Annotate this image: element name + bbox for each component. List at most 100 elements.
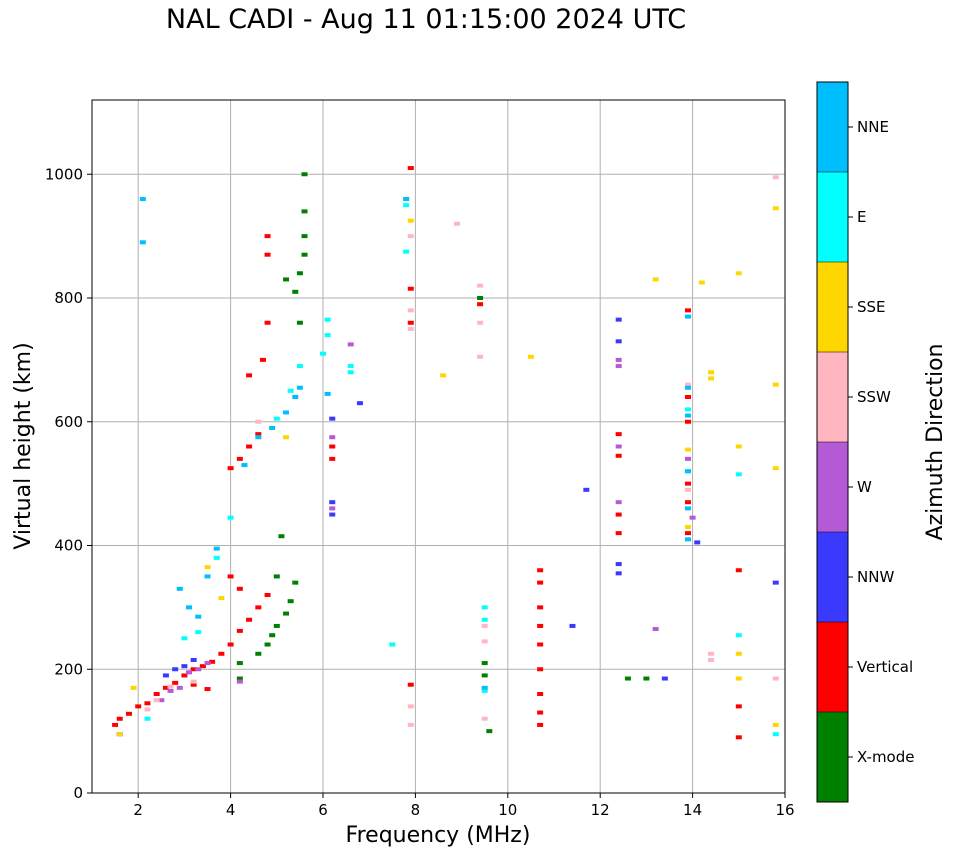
colorbar-segment: [817, 352, 848, 442]
x-tick-label: 16: [775, 801, 794, 819]
data-point-w: [158, 698, 165, 703]
x-tick-label: 10: [498, 801, 517, 819]
data-point-x-mode: [287, 599, 294, 604]
data-point-sse: [652, 277, 659, 282]
data-point-nne: [684, 385, 691, 390]
colorbar-frame: [816, 81, 849, 803]
colorbar-segment: [817, 622, 848, 712]
data-point-sse: [735, 676, 742, 681]
colorbar-segment: [817, 532, 848, 622]
data-point-w: [176, 685, 183, 690]
data-point-e: [389, 642, 396, 647]
data-point-x-mode: [264, 642, 271, 647]
data-point-vertical: [116, 716, 123, 721]
data-point-vertical: [259, 357, 266, 362]
data-point-vertical: [537, 623, 544, 628]
data-point-vertical: [125, 711, 132, 716]
data-point-nne: [684, 506, 691, 511]
colorbar-tick-label: NNE: [857, 118, 889, 136]
data-point-vertical: [537, 580, 544, 585]
data-point-nne: [213, 546, 220, 551]
chart-title: NAL CADI - Aug 11 01:15:00 2024 UTC: [165, 4, 687, 35]
data-point-nnw: [329, 500, 336, 505]
plot-area: [92, 100, 785, 793]
y-tick-label: 200: [54, 660, 83, 678]
data-point-w: [615, 364, 622, 369]
data-point-nne: [684, 537, 691, 542]
data-point-x-mode: [301, 209, 308, 214]
y-tick-label: 1000: [45, 165, 83, 183]
data-point-e: [324, 317, 331, 322]
data-point-nnw: [615, 317, 622, 322]
data-point-ssw: [190, 679, 197, 684]
data-point-e: [320, 351, 326, 356]
x-tick-label: 8: [411, 801, 421, 819]
data-point-ssw: [407, 234, 414, 239]
data-point-vertical: [246, 617, 253, 622]
data-point-vertical: [615, 531, 622, 536]
data-point-ssw: [477, 354, 484, 359]
data-point-x-mode: [643, 676, 650, 681]
data-point-x-mode: [296, 320, 303, 325]
data-point-ssw: [407, 704, 414, 709]
data-point-x-mode: [273, 574, 280, 579]
data-point-sse: [735, 444, 742, 449]
data-point-e: [481, 617, 488, 622]
data-point-vertical: [264, 234, 271, 239]
data-point-vertical: [172, 680, 179, 685]
data-point-sse: [130, 685, 137, 690]
data-point-x-mode: [273, 623, 280, 628]
data-point-nnw: [181, 664, 188, 669]
colorbar-segments: X-mode Vertical NNW W SSW SSE E NNE: [816, 81, 914, 803]
data-point-w: [329, 435, 336, 440]
colorbar-segment: [817, 262, 848, 352]
data-point-vertical: [684, 308, 691, 313]
data-point-ssw: [167, 684, 174, 689]
data-point-ssw: [144, 707, 151, 712]
y-tick-label: 400: [54, 537, 83, 555]
colorbar-tick-label: W: [857, 478, 872, 496]
data-point-sse: [407, 218, 414, 223]
data-point-nnw: [694, 540, 701, 545]
data-point-nne: [481, 685, 488, 690]
data-point-vertical: [255, 605, 262, 610]
data-point-x-mode: [481, 661, 488, 666]
data-point-x-mode: [292, 289, 299, 294]
data-point-vertical: [537, 642, 544, 647]
data-point-w: [329, 506, 336, 511]
data-point-nnw: [569, 623, 576, 628]
data-point-vertical: [153, 692, 160, 696]
data-point-vertical: [735, 735, 742, 740]
data-point-sse: [772, 382, 779, 387]
data-point-e: [324, 333, 331, 338]
data-point-ssw: [407, 722, 414, 727]
data-point-sse: [772, 206, 779, 211]
data-point-sse: [708, 370, 715, 375]
data-point-nne: [139, 240, 146, 245]
data-point-vertical: [329, 444, 336, 449]
ionogram-plot: 2 4 6 8 10 12 14 16 0 200 400 600 800 1000 Frequency…: [11, 99, 795, 848]
data-point-e: [735, 472, 742, 477]
data-point-e: [481, 688, 488, 693]
data-point-nnw: [583, 487, 590, 492]
data-point-e: [296, 364, 303, 369]
data-point-vertical: [537, 568, 544, 573]
data-point-e: [403, 203, 410, 208]
data-point-vertical: [329, 456, 336, 461]
data-point-e: [403, 249, 410, 254]
data-point-vertical: [264, 593, 271, 597]
data-point-x-mode: [624, 676, 631, 681]
data-point-ssw: [772, 676, 779, 681]
data-point-nnw: [772, 580, 779, 585]
data-point-vertical: [684, 419, 691, 424]
data-point-nnw: [615, 339, 622, 344]
data-point-vertical: [209, 659, 216, 664]
data-point-x-mode: [292, 580, 299, 585]
data-point-nnw: [162, 673, 169, 678]
colorbar-segment: [817, 82, 848, 172]
data-point-x-mode: [283, 277, 290, 282]
data-point-nnw: [356, 401, 363, 406]
data-point-x-mode: [477, 296, 484, 300]
data-point-vertical: [135, 704, 142, 709]
data-point-vertical: [684, 481, 691, 486]
